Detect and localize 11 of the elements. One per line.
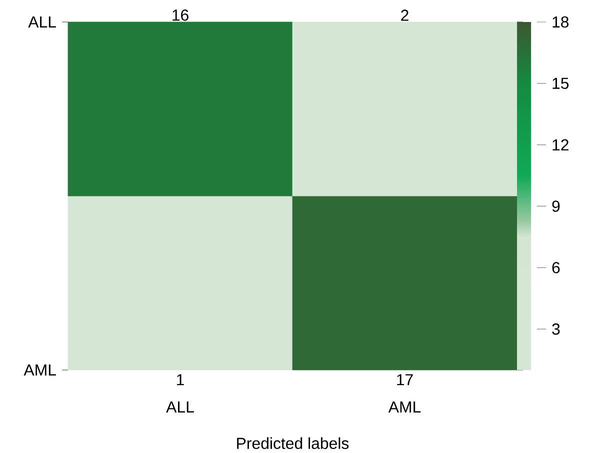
color-bar-label: 9 <box>552 200 560 212</box>
data-label: 17 <box>397 374 413 386</box>
data-label: 1 <box>177 374 184 386</box>
data-label: 2 <box>401 10 408 21</box>
color-bar-label: 18 <box>552 16 569 28</box>
color-bar-label: 3 <box>552 323 560 335</box>
data-label: 16 <box>172 10 188 21</box>
color-bar-label: 6 <box>552 262 560 274</box>
color-bar-label: 15 <box>552 78 569 89</box>
x-axis-title: Predicted labels <box>237 437 349 450</box>
color-bar-label: 12 <box>552 139 568 150</box>
